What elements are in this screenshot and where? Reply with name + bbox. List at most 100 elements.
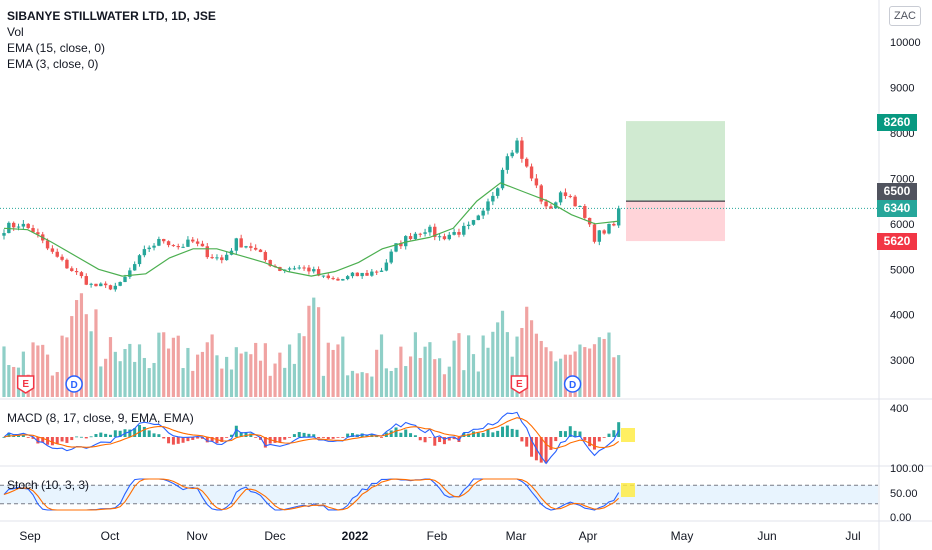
candle [433, 223, 437, 241]
volume-bar [7, 365, 11, 397]
candle [99, 282, 103, 287]
earnings-marker[interactable] [510, 375, 529, 394]
candle [152, 243, 156, 251]
volume-bar [31, 342, 35, 397]
candle [186, 236, 190, 248]
candle [74, 267, 79, 275]
macd-histogram-bar [544, 437, 548, 464]
earnings-marker[interactable] [16, 375, 35, 394]
macd-histogram-bar [607, 433, 611, 437]
candle [534, 174, 539, 189]
candle [452, 228, 456, 236]
macd-histogram-bar [186, 437, 190, 442]
volume-bar [205, 342, 209, 397]
legend-volume[interactable]: Vol [7, 25, 24, 39]
price-axis-label: 7000 [890, 173, 914, 185]
dividend-marker[interactable] [563, 375, 582, 393]
candle [220, 254, 224, 264]
volume-bar [384, 368, 388, 397]
macd-histogram-bar [413, 435, 417, 437]
time-axis-label: May [671, 529, 694, 543]
dividend-marker[interactable] [65, 375, 83, 393]
macd-histogram-bar [70, 437, 74, 441]
candle [26, 223, 30, 229]
macd-histogram-bar [104, 433, 108, 437]
candle [360, 272, 364, 279]
candle [612, 222, 616, 227]
macd-histogram-bar [46, 437, 50, 445]
symbol-title[interactable]: SIBANYE STILLWATER LTD, 1D, JSE [7, 9, 216, 23]
candle [79, 271, 84, 279]
macd-histogram-bar [394, 427, 398, 437]
macd-histogram-bar [505, 425, 509, 437]
volume-bar [60, 335, 64, 397]
macd-histogram-bar [138, 424, 142, 437]
macd-histogram-bar [2, 437, 6, 438]
volume-bar [70, 316, 74, 397]
volume-bar [312, 297, 316, 397]
volume-bar [612, 357, 616, 397]
candle [583, 204, 587, 220]
candle [423, 228, 427, 237]
candle [181, 243, 185, 249]
stoch-legend[interactable]: Stoch (10, 3, 3) [7, 478, 90, 492]
candle [592, 222, 597, 244]
legend-ema-15[interactable]: EMA (15, close, 0) [7, 41, 106, 55]
candle [379, 267, 384, 272]
volume-bar [592, 344, 597, 397]
ema-15-line [3, 182, 619, 277]
volume-bar [399, 346, 403, 397]
volume-bar [152, 362, 156, 397]
candle [408, 232, 413, 241]
macd-histogram-bar [229, 434, 233, 437]
volume-bar [278, 352, 282, 397]
stop-zone[interactable] [626, 201, 725, 242]
volume-bar [447, 366, 451, 397]
volume-bar [597, 337, 601, 397]
entry-price-tag: 6500 [877, 183, 917, 200]
macd-histogram-bar [471, 431, 475, 437]
volume-bar [515, 336, 519, 397]
volume-bar [360, 372, 364, 397]
candle [31, 224, 35, 233]
candle [253, 244, 258, 251]
macd-histogram-bar [404, 429, 408, 437]
volume-bar [254, 342, 258, 397]
macd-histogram-bar [297, 432, 301, 437]
candle [462, 222, 466, 237]
volume-bar [268, 375, 272, 397]
candle [191, 236, 195, 244]
legend-ema-3[interactable]: EMA (3, close, 0) [7, 57, 99, 71]
macd-histogram-bar [481, 432, 485, 437]
stoch-highlight-box[interactable] [621, 483, 635, 497]
price-axis-label: 9000 [890, 82, 914, 94]
stoch-d-line [3, 478, 620, 511]
macd-histogram-bar [17, 435, 21, 437]
candle [481, 208, 485, 219]
macd-histogram-bar [249, 433, 253, 437]
macd-highlight-box[interactable] [621, 428, 635, 442]
volume-bar [331, 349, 335, 397]
time-axis-label: Nov [186, 529, 207, 543]
macd-histogram-bar [196, 437, 200, 439]
volume-bar [84, 314, 88, 397]
volume-bar [307, 305, 311, 397]
candle [205, 242, 209, 259]
macd-histogram-bar [210, 437, 214, 442]
volume-bar [21, 351, 25, 397]
candle [215, 254, 219, 261]
volume-bar [65, 337, 69, 397]
volume-bar [128, 343, 132, 397]
candle [195, 238, 200, 247]
macd-legend[interactable]: MACD (8, 17, close, 9, EMA, EMA) [7, 411, 194, 425]
candle [249, 242, 253, 252]
currency-button[interactable]: ZAC [889, 6, 921, 26]
volume-bar [133, 361, 137, 397]
target-zone[interactable] [626, 121, 725, 202]
macd-histogram-bar [162, 437, 166, 439]
macd-histogram-bar [278, 437, 282, 443]
candle [505, 153, 510, 174]
macd-histogram-bar [447, 437, 451, 441]
macd-histogram-bar [79, 436, 83, 438]
